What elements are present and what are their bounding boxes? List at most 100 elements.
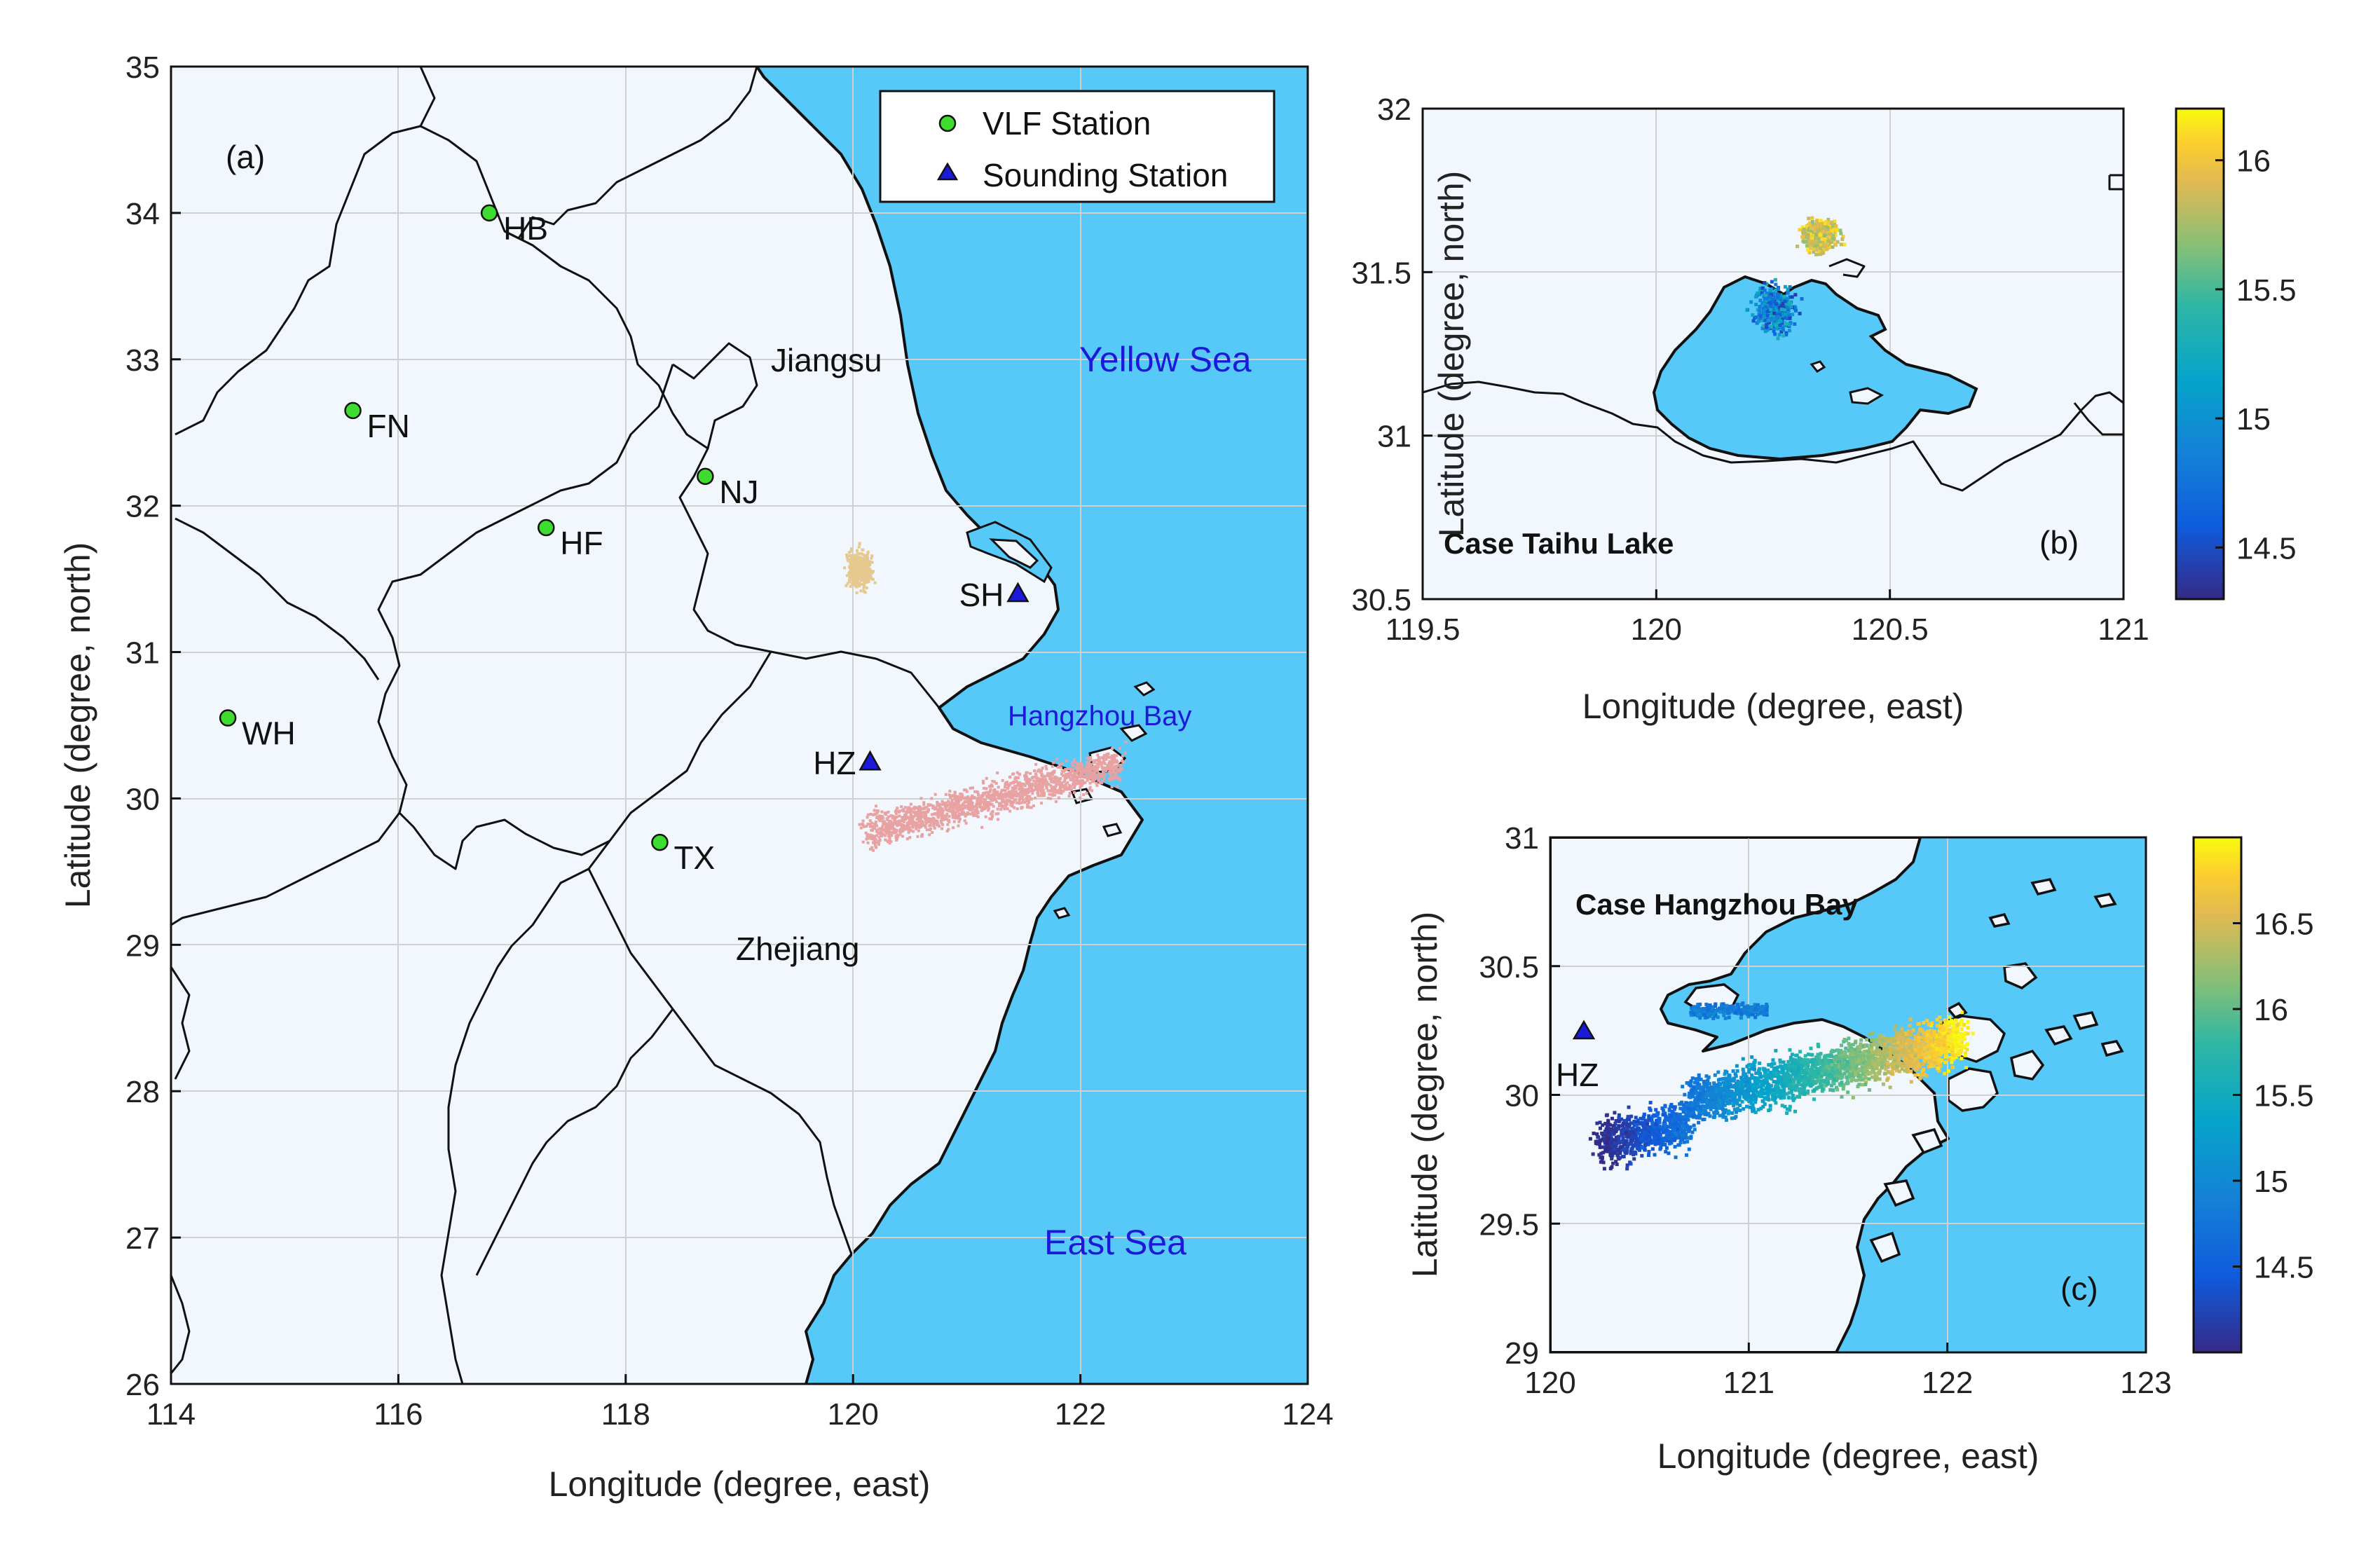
hangzhou-lightning-point — [930, 813, 933, 816]
hangzhou-lightning-point — [967, 799, 971, 802]
hangzhou-lightning-point — [997, 804, 1001, 807]
hangzhou-lightning-point — [953, 795, 957, 798]
taihu-lightning-point — [1782, 312, 1786, 316]
hangzhou-lightning-point — [1786, 1075, 1790, 1079]
taihu-lightning-point — [1779, 293, 1783, 297]
hangzhou-lightning-point — [1097, 755, 1100, 759]
hangzhou-lightning-point — [929, 817, 932, 821]
hangzhou-lightning-point — [1655, 1111, 1660, 1115]
taihu-lightning-point — [1749, 300, 1753, 304]
hangzhou-lightning-point — [1025, 775, 1028, 779]
hangzhou-lightning-point — [1826, 1058, 1830, 1062]
taihu-lightning-point — [1814, 247, 1819, 251]
hangzhou-lightning-point — [1034, 776, 1038, 779]
hangzhou-lightning-point — [1081, 764, 1084, 768]
hangzhou-lightning-point — [953, 813, 957, 816]
hangzhou-lightning-point — [1806, 1062, 1810, 1066]
hangzhou-lightning-point — [997, 812, 1000, 816]
taihu-lightning-point — [1814, 233, 1818, 237]
taihu-lightning-point — [869, 561, 873, 564]
hangzhou-lightning-point — [1828, 1065, 1832, 1069]
taihu-lightning-point — [865, 587, 868, 590]
hangzhou-lightning-point — [887, 832, 891, 835]
hangzhou-lightning-point — [881, 828, 884, 832]
taihu-lightning-point — [1765, 282, 1769, 286]
hangzhou-lightning-point — [1023, 783, 1026, 786]
hangzhou-lightning-point — [938, 805, 942, 809]
hangzhou-lightning-point — [1789, 1090, 1793, 1095]
hangzhou-lightning-point — [1088, 771, 1092, 775]
hangzhou-lightning-point — [925, 806, 929, 809]
hangzhou-lightning-point — [1647, 1150, 1651, 1154]
hangzhou-lightning-point — [1044, 775, 1047, 779]
hangzhou-lightning-point — [1080, 762, 1083, 766]
hangzhou-lightning-point — [1069, 788, 1073, 791]
taihu-lightning-point — [850, 558, 854, 562]
hangzhou-lightning-point — [1114, 767, 1117, 771]
hangzhou-lightning-point — [1040, 802, 1044, 805]
taihu-lightning-point — [861, 558, 864, 562]
hangzhou-lightning-point — [917, 814, 921, 817]
hangzhou-lightning-point — [1664, 1150, 1668, 1154]
hangzhou-lightning-point — [885, 828, 889, 832]
hangzhou-lightning-point — [1072, 783, 1075, 786]
hangzhou-lightning-point — [916, 807, 919, 810]
panel-c-grid — [1550, 837, 2146, 1352]
hangzhou-lightning-point — [1121, 754, 1124, 757]
hangzhou-lightning-point — [905, 825, 908, 829]
hangzhou-lightning-point — [1054, 778, 1058, 781]
taihu-lightning-point — [853, 561, 856, 564]
hangzhou-lightning-point — [1852, 1048, 1856, 1052]
hangzhou-lightning-point — [1012, 781, 1015, 785]
hangzhou-lightning-point — [1110, 786, 1114, 789]
panel-b-lake-islands — [1810, 360, 1885, 405]
hangzhou-lightning-point — [951, 816, 955, 819]
hangzhou-lightning-point — [1671, 1105, 1676, 1109]
hangzhou-lightning-point — [1787, 1090, 1791, 1095]
hangzhou-lightning-point — [975, 790, 978, 793]
hangzhou-lightning-point — [890, 834, 894, 837]
taihu-lightning-point — [1820, 237, 1824, 241]
hangzhou-lightning-point — [979, 800, 983, 803]
hangzhou-lightning-point — [919, 812, 923, 816]
taihu-lightning-point — [1826, 226, 1830, 230]
hangzhou-lightning-point — [882, 816, 885, 820]
hangzhou-lightning-point — [946, 823, 950, 826]
hangzhou-lightning-point — [1894, 1023, 1898, 1027]
taihu-lightning-point — [1823, 228, 1827, 232]
hangzhou-lightning-point — [1817, 1044, 1821, 1048]
hangzhou-lightning-point — [1015, 795, 1018, 798]
panel-a-sea — [757, 67, 1308, 1384]
taihu-lightning-point — [1788, 314, 1792, 318]
hangzhou-lightning-point — [1840, 1073, 1845, 1077]
hangzhou-lightning-point — [1097, 779, 1100, 782]
hangzhou-lightning-point — [1954, 1034, 1958, 1038]
hangzhou-lightning-point — [887, 834, 891, 837]
taihu-lightning-point — [856, 551, 859, 555]
hangzhou-lightning-point — [896, 833, 899, 837]
hangzhou-lightning-point — [906, 806, 910, 809]
hangzhou-lightning-point — [987, 791, 990, 795]
hangzhou-lightning-point — [1841, 1087, 1845, 1091]
hangzhou-lightning-point — [922, 801, 926, 804]
hangzhou-lightning-point — [952, 810, 956, 814]
hangzhou-lightning-point — [1100, 764, 1103, 767]
hangzhou-lightning-point — [1641, 1115, 1646, 1119]
hangzhou-lightning-point — [1015, 771, 1019, 774]
panel-b-ytick-label: 30.5 — [1351, 583, 1411, 617]
taihu-lightning-point — [1768, 288, 1772, 292]
hangzhou-lightning-point — [948, 807, 951, 811]
taihu-lightning-point — [1777, 303, 1781, 308]
hangzhou-lightning-point — [1807, 1076, 1812, 1081]
hangzhou-lightning-point — [1105, 767, 1109, 771]
hangzhou-lightning-point — [1034, 786, 1037, 789]
taihu-lightning-point — [1807, 250, 1812, 254]
panel-c-map: HZ Case Hangzhou Bay (c) 120 121 122 123292… — [1405, 821, 2314, 1476]
hangzhou-lightning-point — [1670, 1116, 1674, 1120]
hangzhou-lightning-point — [1067, 771, 1070, 775]
hangzhou-lightning-point — [914, 825, 917, 829]
hangzhou-lightning-point — [1107, 755, 1110, 759]
hangzhou-lightning-point — [982, 792, 985, 795]
taihu-lightning-point — [1773, 307, 1777, 311]
hangzhou-lightning-point — [871, 825, 875, 829]
